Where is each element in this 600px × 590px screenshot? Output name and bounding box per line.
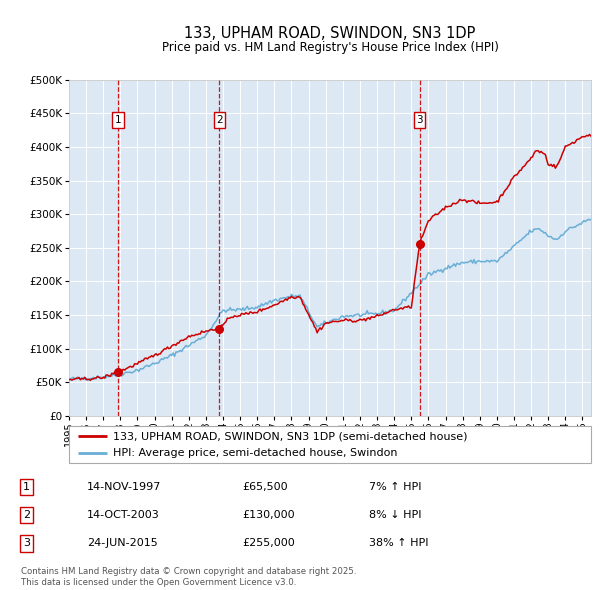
Text: HPI: Average price, semi-detached house, Swindon: HPI: Average price, semi-detached house,… [113,448,398,458]
Text: 2: 2 [23,510,30,520]
Text: 7% ↑ HPI: 7% ↑ HPI [369,482,422,491]
Text: 14-OCT-2003: 14-OCT-2003 [87,510,160,520]
Text: £255,000: £255,000 [242,539,295,548]
Text: 1: 1 [115,115,121,125]
Text: 38% ↑ HPI: 38% ↑ HPI [369,539,428,548]
FancyBboxPatch shape [69,426,591,463]
Text: 2: 2 [216,115,223,125]
Text: Contains HM Land Registry data © Crown copyright and database right 2025.
This d: Contains HM Land Registry data © Crown c… [21,568,356,586]
Text: £65,500: £65,500 [242,482,288,491]
Text: 1: 1 [23,482,30,491]
Text: 14-NOV-1997: 14-NOV-1997 [87,482,161,491]
Text: 8% ↓ HPI: 8% ↓ HPI [369,510,422,520]
Text: 3: 3 [416,115,423,125]
Text: Price paid vs. HM Land Registry's House Price Index (HPI): Price paid vs. HM Land Registry's House … [161,41,499,54]
Text: 24-JUN-2015: 24-JUN-2015 [87,539,158,548]
Text: 133, UPHAM ROAD, SWINDON, SN3 1DP: 133, UPHAM ROAD, SWINDON, SN3 1DP [184,25,476,41]
Text: £130,000: £130,000 [242,510,295,520]
Text: 133, UPHAM ROAD, SWINDON, SN3 1DP (semi-detached house): 133, UPHAM ROAD, SWINDON, SN3 1DP (semi-… [113,431,468,441]
Text: 3: 3 [23,539,30,548]
